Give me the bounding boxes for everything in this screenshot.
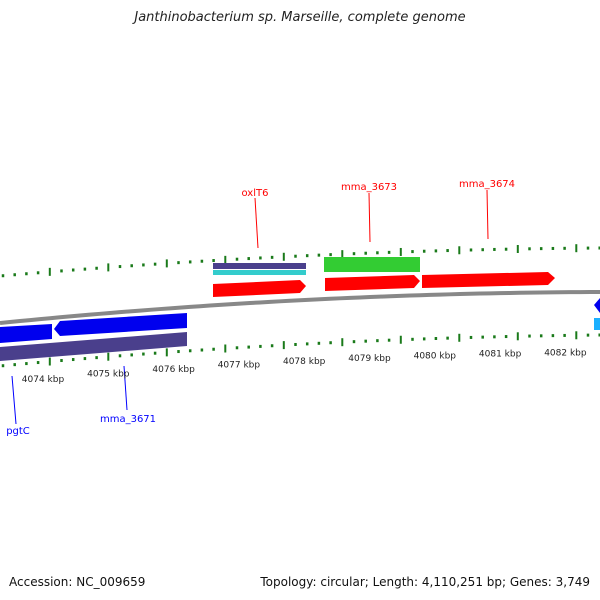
ruler-label: 4075 kbp bbox=[87, 370, 130, 380]
cog-reverse[interactable] bbox=[0, 332, 187, 361]
label-mma_3673[interactable]: mma_3673 bbox=[341, 182, 397, 193]
cog-oxlT6[interactable] bbox=[213, 263, 306, 269]
ruler-labels: 4074 kbp 4075 kbp 4076 kbp 4077 kbp 4078 kbp… bbox=[22, 348, 587, 385]
reverse-features bbox=[0, 298, 600, 361]
ruler-label: 4079 kbp bbox=[348, 354, 391, 364]
gene-mma_3671[interactable] bbox=[54, 313, 187, 336]
gene-right-edge[interactable] bbox=[594, 298, 600, 313]
cog-mma_3673[interactable] bbox=[324, 257, 420, 272]
gene-oxlT6[interactable] bbox=[213, 280, 306, 297]
gene-mma_3673[interactable] bbox=[325, 275, 420, 291]
label-pgtC[interactable]: pgtC bbox=[6, 426, 30, 437]
gene-labels: oxlT6 mma_3673 mma_3674 pgtC mma_3671 bbox=[6, 179, 515, 437]
gene-mma_3674[interactable] bbox=[422, 272, 555, 288]
map-title: Janthinobacterium sp. Marseille, complet… bbox=[134, 10, 466, 25]
label-mma_3671[interactable]: mma_3671 bbox=[100, 414, 156, 425]
cog-oxlT6-cyan[interactable] bbox=[213, 270, 306, 275]
ruler-label: 4080 kbp bbox=[414, 352, 457, 362]
label-mma_3674[interactable]: mma_3674 bbox=[459, 179, 515, 190]
backbone bbox=[0, 290, 600, 325]
ruler-label: 4082 kbp bbox=[544, 348, 587, 358]
ruler-label: 4078 kbp bbox=[283, 357, 326, 367]
accession: Accession: NC_009659 bbox=[9, 575, 146, 589]
ruler-label: 4076 kbp bbox=[152, 365, 195, 375]
gene-pgtC[interactable] bbox=[0, 324, 52, 343]
forward-features bbox=[213, 257, 555, 297]
genome-summary: Topology: circular; Length: 4,110,251 bp… bbox=[260, 575, 590, 589]
ruler-label: 4081 kbp bbox=[479, 350, 522, 360]
ruler-label: 4077 kbp bbox=[218, 361, 261, 371]
ruler-label: 4074 kbp bbox=[22, 375, 65, 385]
cog-right-edge[interactable] bbox=[594, 318, 600, 330]
label-oxlT6[interactable]: oxlT6 bbox=[242, 188, 269, 199]
